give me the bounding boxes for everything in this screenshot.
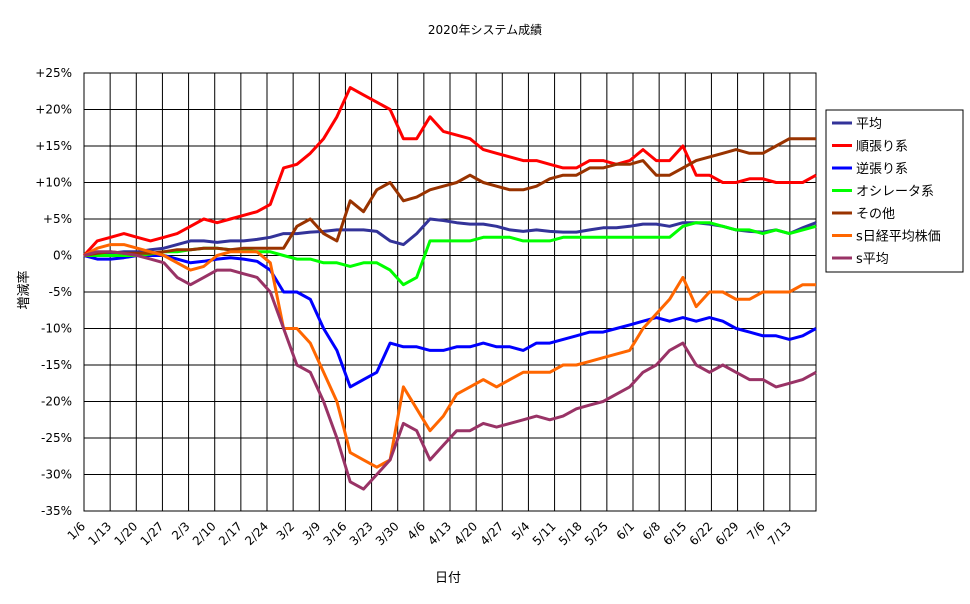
x-tick-label: 5/4: [509, 519, 533, 543]
x-tick-label: 6/15: [660, 519, 689, 548]
y-tick-label: -30%: [41, 468, 72, 482]
legend-label: s平均: [856, 252, 889, 267]
y-tick-label: -35%: [41, 504, 72, 518]
series-line-6: [83, 250, 817, 491]
x-tick-label: 6/29: [713, 519, 742, 548]
x-tick-label: 6/22: [687, 519, 716, 548]
y-tick-label: -25%: [41, 431, 72, 445]
y-tick-label: 0%: [53, 249, 72, 263]
series-line-5: [83, 243, 816, 469]
series-line-2: [83, 254, 817, 389]
legend-label: s日経平均株価: [856, 230, 941, 245]
y-tick-label: -10%: [41, 322, 72, 336]
x-tick-label: 1/6: [65, 519, 89, 543]
series-line-1: [82, 86, 817, 257]
x-tick-label: 7/13: [765, 519, 794, 548]
x-tick-label: 4/6: [404, 519, 428, 543]
x-tick-label: 4/27: [477, 519, 506, 548]
y-axis-label: 増減率: [16, 270, 32, 309]
x-tick-label: 5/11: [530, 519, 559, 548]
y-tick-label: -15%: [41, 358, 72, 372]
x-tick-label: 5/18: [556, 519, 585, 548]
x-tick-label: 4/13: [425, 519, 454, 548]
x-axis-ticks: 1/61/131/201/27 2/32/102/172/24 3/2 3/93/16…: [65, 519, 794, 548]
chart-title: 2020年システム成績: [428, 23, 542, 37]
y-tick-label: -5%: [49, 285, 72, 299]
y-tick-label: +25%: [35, 66, 72, 80]
x-tick-label: 1/13: [85, 519, 114, 548]
y-tick-label: -20%: [41, 395, 72, 409]
x-tick-label: 6/1: [614, 519, 638, 543]
series-line-4: [83, 137, 816, 257]
x-tick-label: 7/6: [744, 519, 768, 543]
y-tick-label: +15%: [35, 139, 72, 153]
legend-label: オシレータ系: [856, 185, 934, 200]
x-tick-label: 3/16: [321, 519, 350, 548]
y-axis-ticks: +25% +20% +15% +10% +5% 0% -5% -10% -15% -20% -25%…: [35, 66, 72, 518]
plot-area: [83, 72, 817, 512]
series-layer: [82, 86, 817, 491]
y-tick-label: +20%: [35, 103, 72, 117]
x-tick-label: 2/17: [216, 519, 245, 548]
x-tick-label: 1/27: [138, 519, 167, 548]
legend-label: 平均: [856, 117, 882, 132]
x-tick-label: 5/25: [582, 519, 611, 548]
x-tick-label: 4/20: [451, 519, 480, 548]
x-tick-label: 3/9: [300, 519, 324, 543]
y-tick-label: +10%: [35, 176, 72, 190]
x-tick-label: 3/2: [274, 519, 298, 543]
x-tick-label: 2/3: [169, 519, 193, 543]
x-tick-label: 1/20: [111, 519, 140, 548]
x-tick-label: 3/23: [347, 519, 376, 548]
x-tick-label: 2/24: [242, 519, 271, 548]
legend-label: 逆張り系: [856, 161, 908, 177]
y-tick-label: +5%: [43, 212, 72, 226]
x-tick-label: 2/10: [190, 519, 219, 548]
x-tick-label: 3/30: [373, 519, 402, 548]
x-axis-label: 日付: [435, 571, 461, 586]
legend-label: 順張り系: [856, 140, 908, 155]
legend-label: その他: [856, 207, 895, 222]
x-tick-label: 6/8: [640, 519, 664, 543]
